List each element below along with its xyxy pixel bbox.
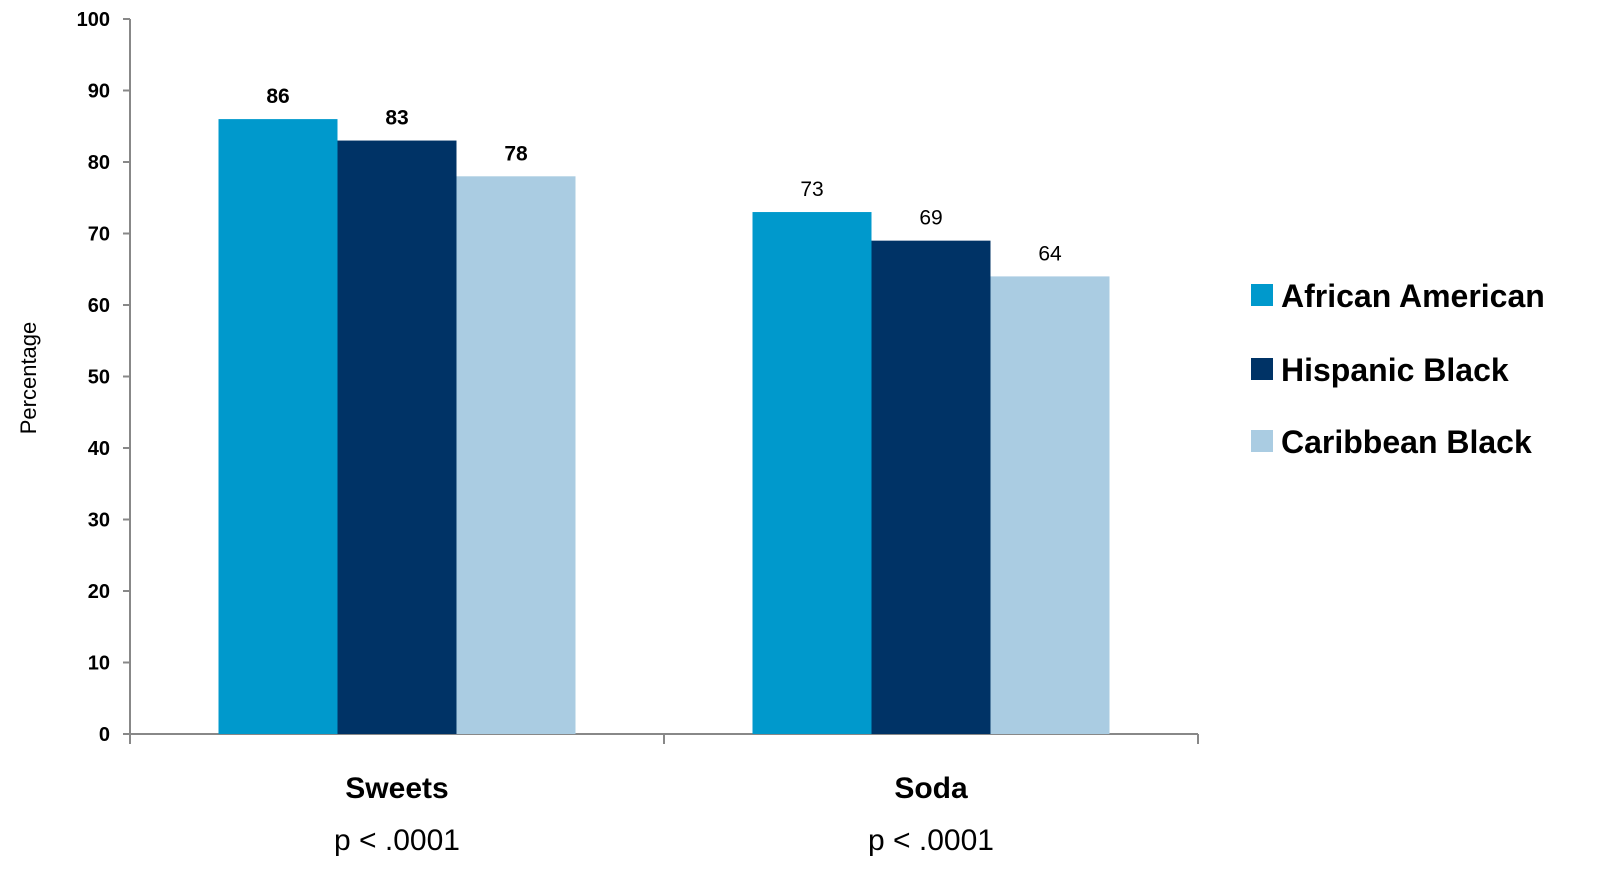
y-tick-label: 70 [88,224,110,246]
y-tick-label: 20 [88,581,110,603]
bar [990,276,1110,734]
y-tick-label: 0 [99,724,110,746]
data-label: 86 [266,85,289,108]
bar [218,119,338,735]
bars [218,119,1110,735]
legend-swatch [1251,358,1273,380]
data-labels: 86 83 78 73 69 64 [266,85,1062,265]
y-tick-label: 80 [88,152,110,174]
bar [871,240,991,734]
legend: African American Hispanic Black Caribbean … [1251,278,1545,460]
bar [752,212,872,735]
data-label: 78 [504,142,528,165]
y-tick-label: 60 [88,295,110,317]
x-axis [129,733,1199,744]
legend-label: Hispanic Black [1281,352,1509,388]
legend-label: African American [1281,278,1545,314]
data-label: 73 [800,178,823,201]
y-tick-label: 50 [88,367,110,389]
y-axis-title: Percentage [16,322,41,435]
bar [456,176,576,735]
data-label: 64 [1038,242,1062,265]
legend-swatch [1251,284,1273,306]
data-label: 69 [919,207,942,230]
y-tick-label: 30 [88,510,110,532]
legend-swatch [1251,430,1273,452]
category-label: Soda [894,772,968,805]
bar [337,140,457,735]
category-label: Sweets [345,772,448,805]
legend-label: Caribbean Black [1281,424,1532,460]
category-labels: Sweets p < .0001 Soda p < .0001 [334,772,994,857]
y-tick-label: 100 [77,9,110,31]
y-tick-label: 90 [88,81,110,103]
y-axis: 0 10 20 30 40 50 60 70 80 90 100 [77,9,131,746]
data-label: 83 [385,107,408,130]
y-tick-label: 10 [88,653,110,675]
y-tick-label: 40 [88,438,110,460]
category-note: p < .0001 [334,824,460,857]
category-note: p < .0001 [868,824,994,857]
